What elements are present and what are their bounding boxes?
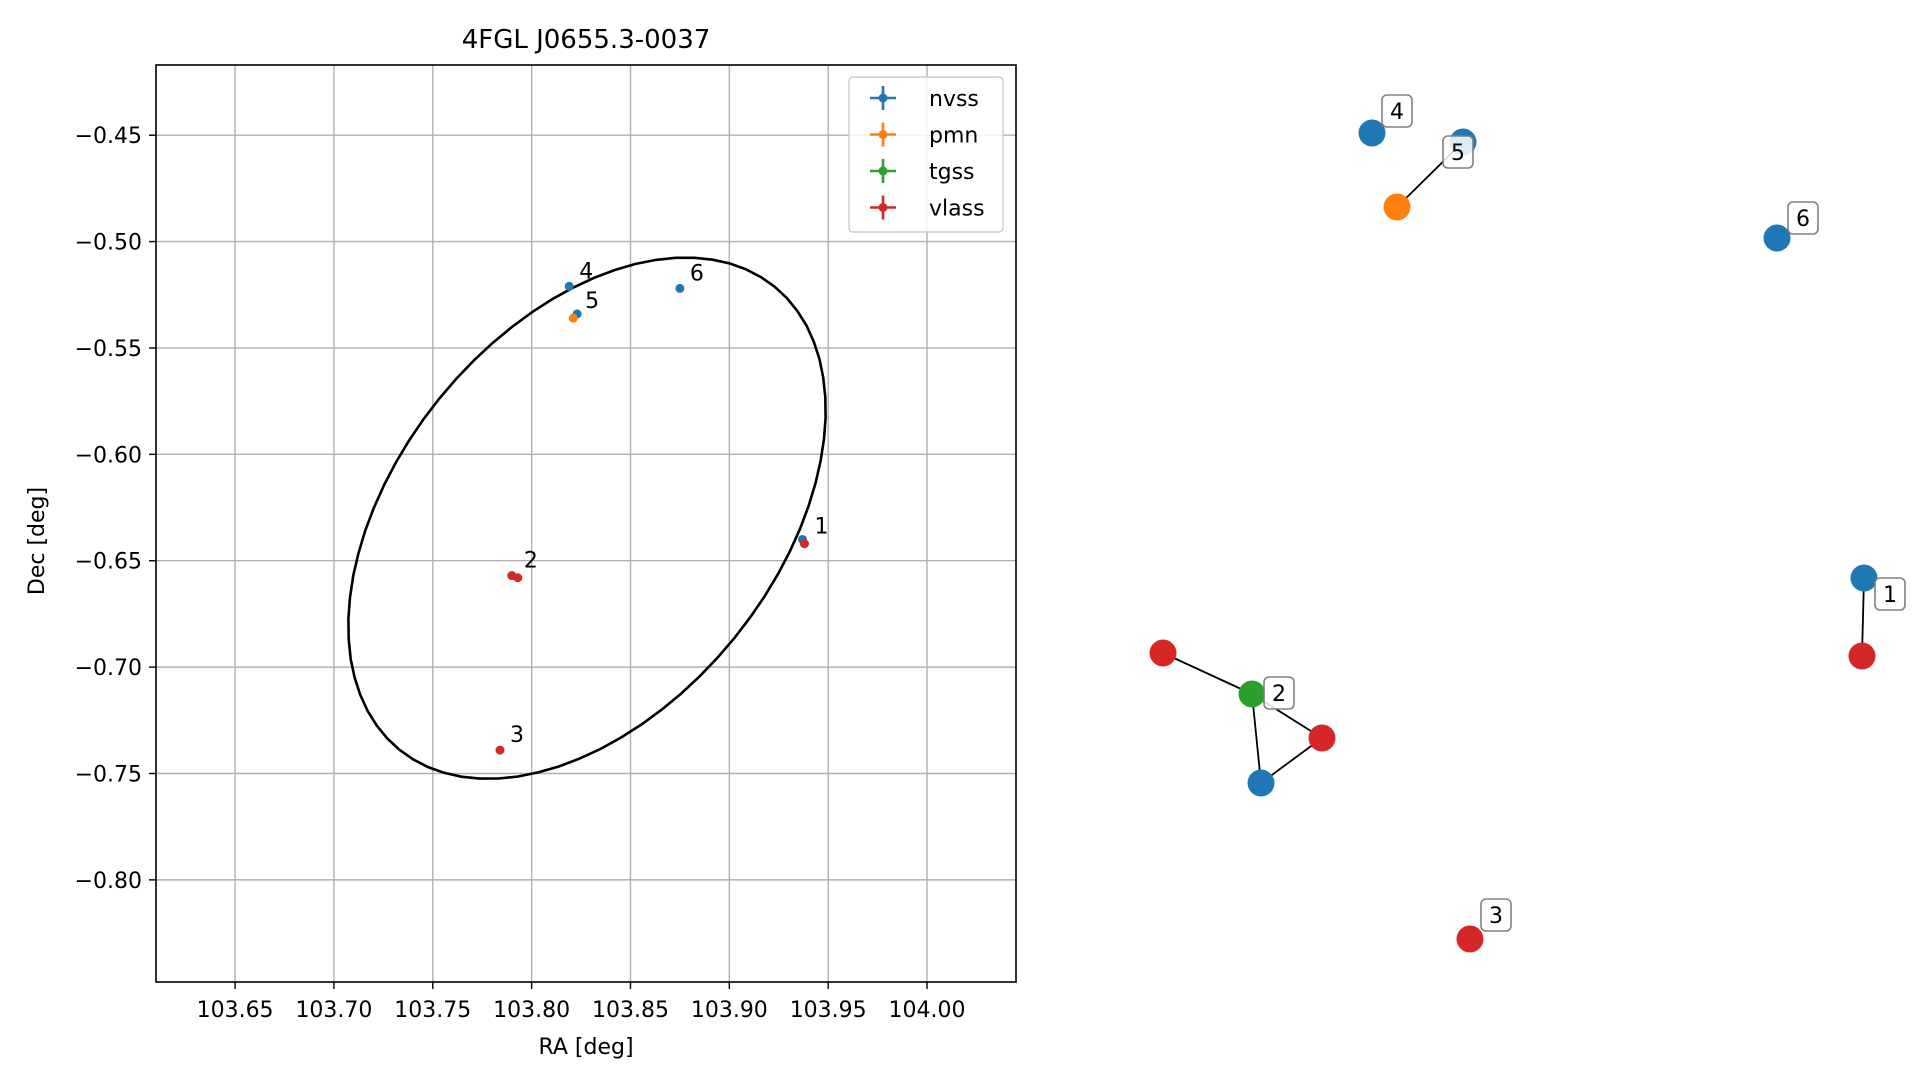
- network-node: [1456, 925, 1484, 953]
- y-tick-label: −0.80: [75, 869, 142, 894]
- network-label-box: [1787, 201, 1819, 235]
- plot-frame: [155, 64, 1017, 983]
- chart-title: 4FGL J0655.3-0037: [462, 25, 711, 55]
- points-layer: [495, 281, 809, 755]
- network-panel: 1 2 3 4 5 6: [1149, 94, 1906, 953]
- x-tick-label: 103.70: [295, 998, 372, 1023]
- network-label-box: [1381, 94, 1413, 128]
- legend-label-vlass: vlass: [929, 197, 985, 222]
- network-nodes: [1149, 119, 1878, 953]
- point-label: 4: [579, 259, 593, 284]
- network-label-box: [1442, 135, 1474, 169]
- network-label: 3: [1489, 904, 1503, 929]
- y-tick-label: −0.60: [75, 443, 142, 468]
- network-label: 2: [1272, 682, 1286, 707]
- y-tick-label: −0.55: [75, 337, 142, 362]
- point-label: 5: [585, 289, 599, 314]
- network-label: 6: [1796, 207, 1810, 232]
- x-axis-label: RA [deg]: [538, 1035, 633, 1060]
- point-labels-layer: 1 2 3 4 5 6: [510, 259, 828, 748]
- network-node: [1848, 642, 1876, 670]
- network-node: [1247, 769, 1275, 797]
- network-node: [1383, 193, 1411, 221]
- point-label: 1: [814, 515, 828, 540]
- x-tick-label: 104.00: [889, 998, 966, 1023]
- network-label-box: [1480, 898, 1512, 932]
- legend-marker-vlass: [878, 203, 888, 212]
- data-point-vlass: [495, 745, 505, 755]
- legend-marker-nvss: [878, 93, 888, 103]
- x-tick-label: 103.85: [592, 998, 669, 1023]
- point-label: 6: [690, 261, 704, 286]
- network-label: 1: [1883, 583, 1897, 608]
- data-point-pmn: [568, 313, 578, 323]
- network-label: 5: [1451, 141, 1465, 166]
- network-edge: [1251, 693, 1262, 784]
- network-edge: [1162, 652, 1253, 695]
- point-label: 2: [524, 549, 538, 574]
- network-label: 4: [1390, 100, 1404, 125]
- legend-label-tgss: tgss: [929, 160, 975, 185]
- y-tick-label: −0.50: [75, 231, 142, 256]
- legend-marker-pmn: [878, 130, 888, 139]
- legend-label-pmn: pmn: [929, 124, 978, 149]
- data-point-vlass: [799, 539, 809, 549]
- legend-box: [848, 76, 1004, 233]
- y-tick-label: −0.70: [75, 656, 142, 681]
- x-tick-label: 103.80: [493, 998, 570, 1023]
- network-label-box: [1874, 577, 1906, 611]
- network-label-box: [1263, 676, 1295, 710]
- legend-label-nvss: nvss: [929, 87, 979, 112]
- ticks-layer: 103.65 103.70 103.75 103.80 103.85 103.90 103.…: [75, 124, 966, 1023]
- y-tick-label: −0.65: [75, 550, 142, 575]
- data-point-nvss: [564, 281, 574, 291]
- data-point-vlass: [513, 573, 523, 583]
- y-tick-label: −0.45: [75, 124, 142, 149]
- network-labels: 1 2 3 4 5 6: [1263, 94, 1906, 932]
- network-node: [1763, 224, 1791, 252]
- x-tick-label: 103.65: [197, 998, 274, 1023]
- x-tick-label: 103.90: [691, 998, 768, 1023]
- network-node: [1149, 639, 1177, 667]
- legend-marker-tgss: [878, 166, 888, 176]
- ellipse-layer: [347, 256, 827, 780]
- network-node: [1358, 119, 1386, 147]
- legend: nvss pmn tgss vlass: [848, 76, 1004, 233]
- network-node: [1850, 564, 1878, 592]
- error-ellipse: [347, 256, 827, 780]
- y-axis-label: Dec [deg]: [25, 487, 50, 595]
- x-tick-label: 103.75: [394, 998, 471, 1023]
- x-tick-label: 103.95: [790, 998, 867, 1023]
- y-tick-label: −0.75: [75, 762, 142, 787]
- data-point-nvss: [675, 283, 685, 293]
- network-node: [1238, 680, 1266, 708]
- network-node: [1308, 724, 1336, 752]
- point-label: 3: [510, 723, 524, 748]
